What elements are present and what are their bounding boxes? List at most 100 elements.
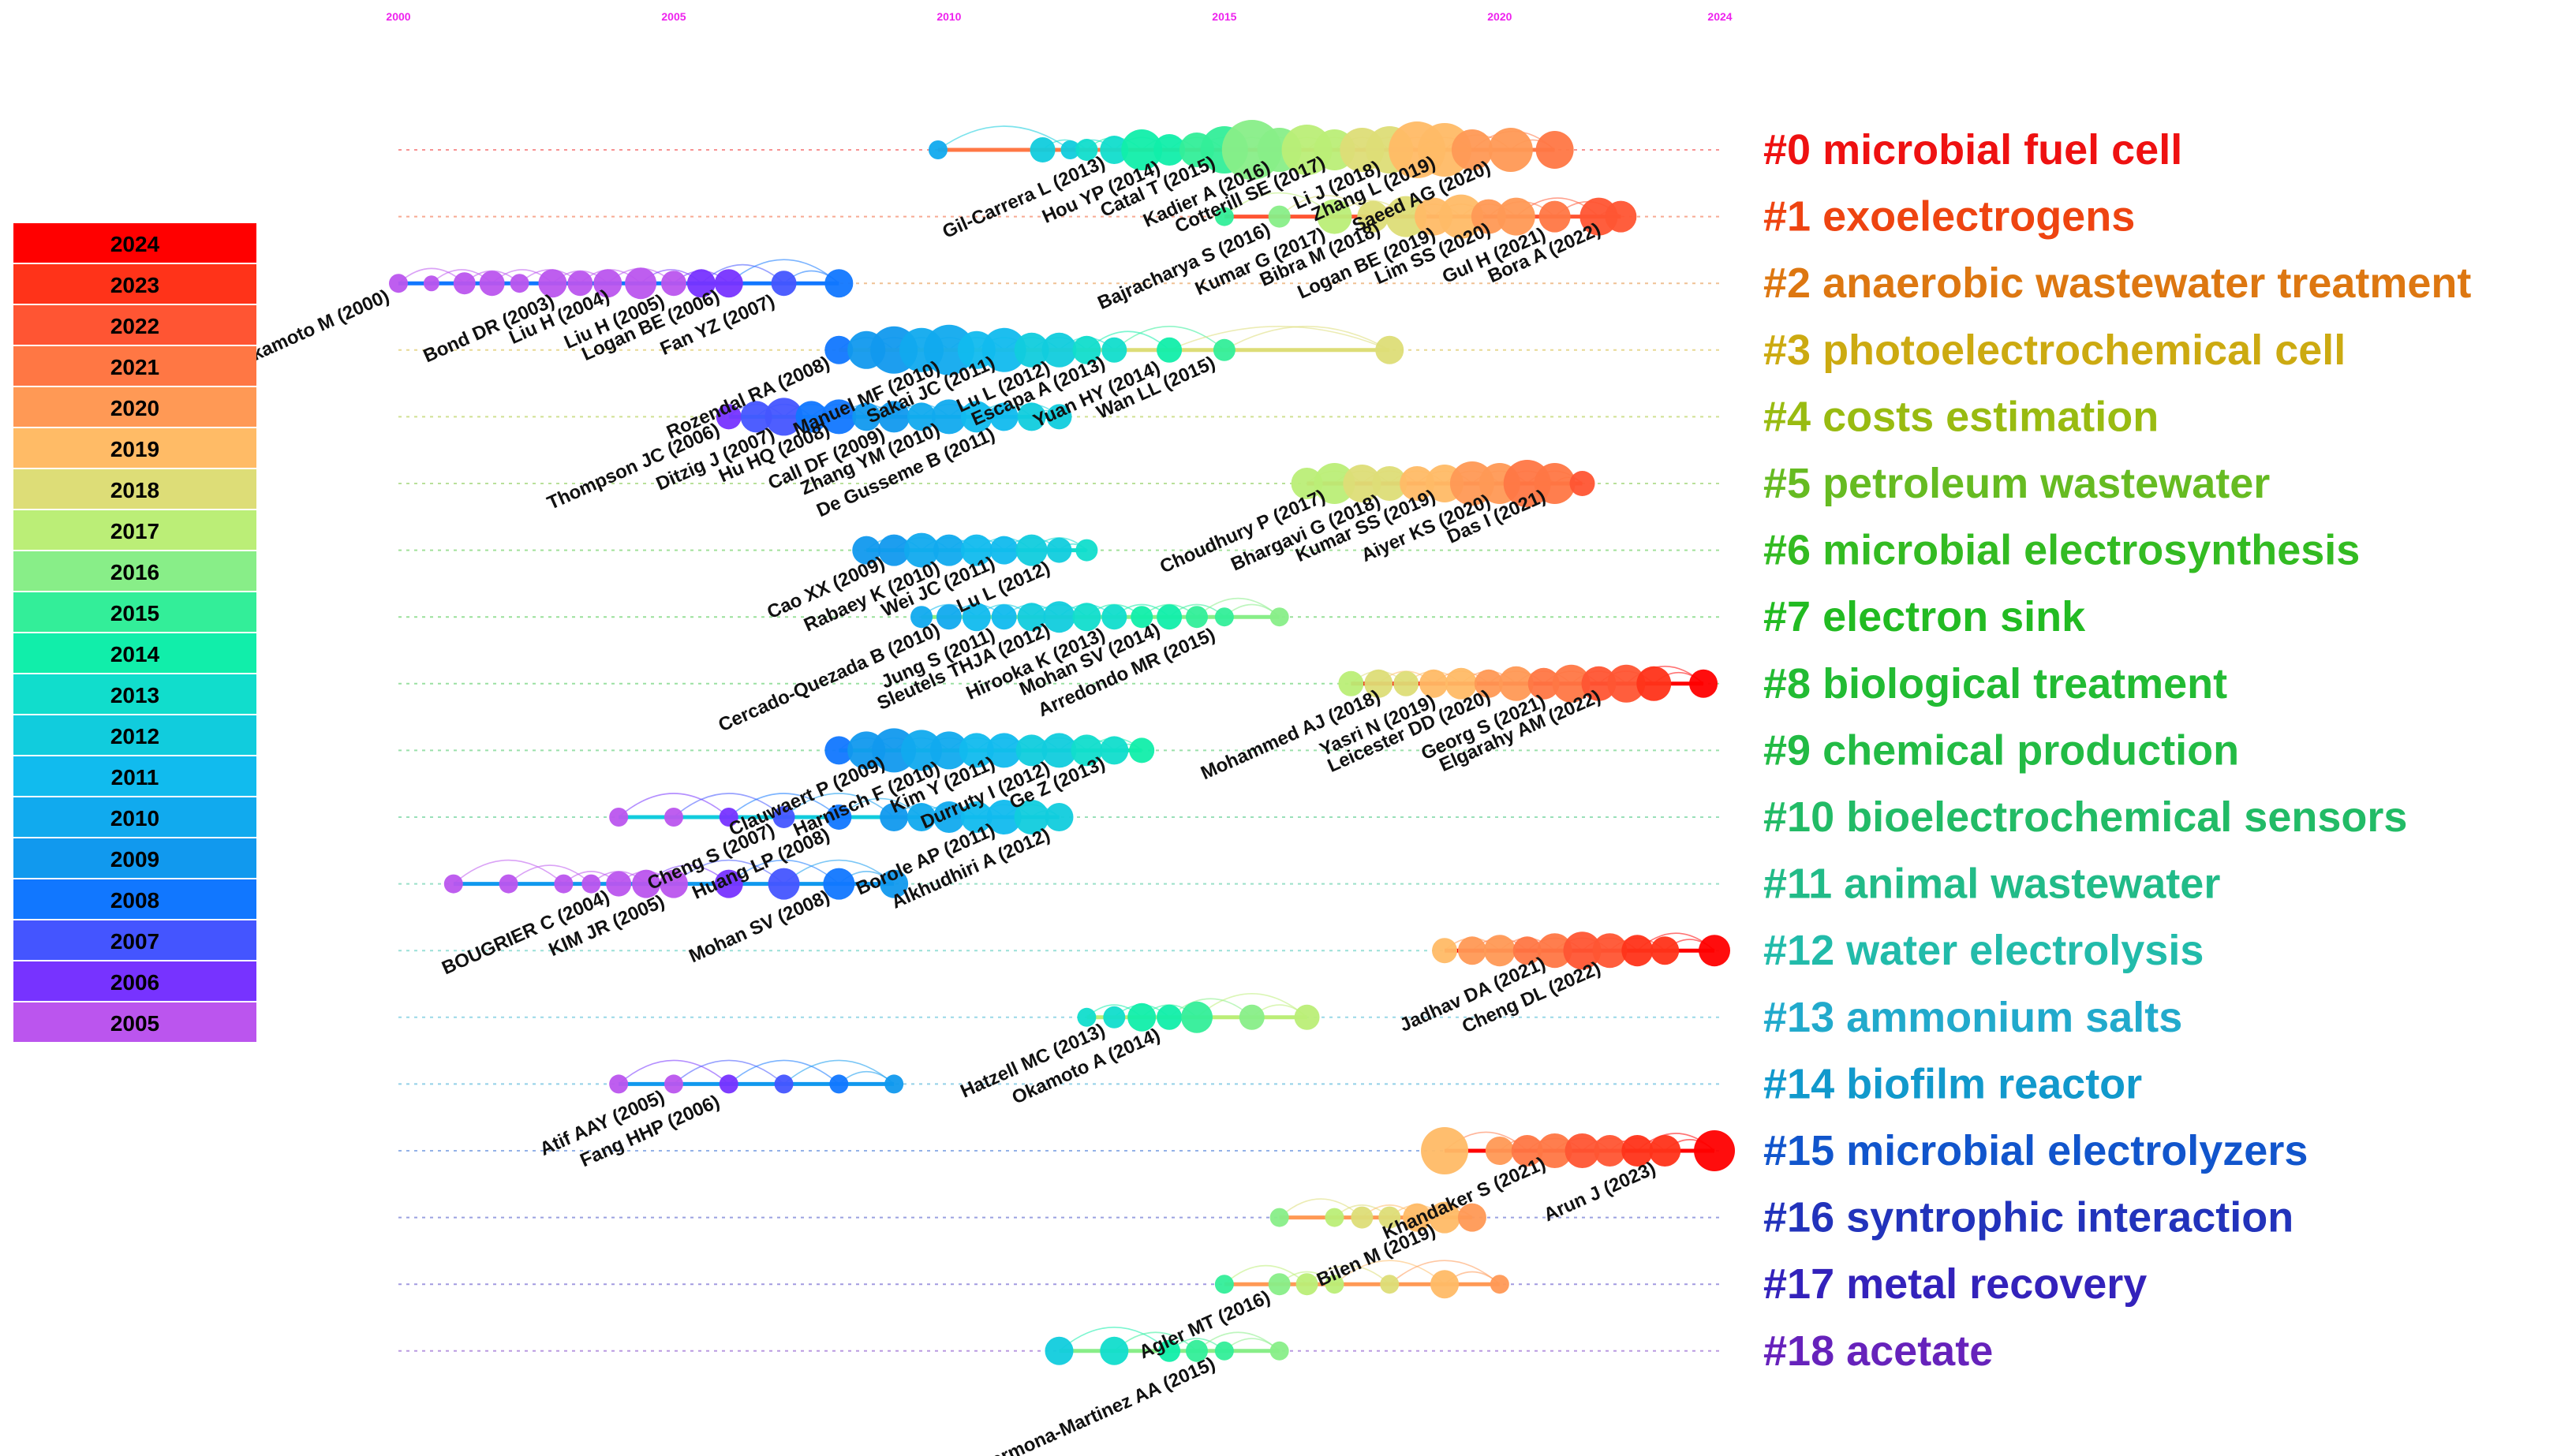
cluster-label: #5 petroleum wastewater: [1763, 460, 2270, 507]
reference-node: [1552, 664, 1591, 703]
year-legend: 2024 2023 2022 2021 2020 2019 2018 2017 2016 2015…: [13, 223, 256, 1042]
reference-node: [660, 271, 686, 297]
reference-node: [567, 271, 593, 297]
reference-node: [664, 808, 683, 827]
legend-label: 2008: [110, 888, 159, 913]
reference-node: [1364, 669, 1393, 698]
reference-node: [1072, 603, 1101, 632]
reference-node: [1375, 335, 1404, 364]
reference-node: [1291, 468, 1323, 499]
legend-item: 2024: [13, 223, 256, 263]
legend-item: 2009: [13, 838, 256, 878]
reference-node: [936, 604, 962, 630]
reference-node: [1581, 666, 1617, 701]
reference-node: [1594, 1135, 1626, 1167]
reference-node: [910, 606, 933, 629]
reference-node: [931, 399, 966, 435]
reference-node: [1129, 737, 1155, 763]
reference-node: [1157, 604, 1183, 630]
reference-node: [1421, 1127, 1469, 1174]
reference-node: [716, 404, 742, 430]
reference-node: [714, 869, 743, 898]
citation-arc: [1389, 1260, 1501, 1285]
reference-node: [1474, 669, 1503, 698]
reference-node: [1071, 734, 1103, 767]
cluster-label: #0 microbial fuel cell: [1763, 126, 2182, 174]
reference-node: [1338, 670, 1364, 696]
reference-node: [1214, 607, 1234, 627]
legend-item: 2015: [13, 592, 256, 632]
reference-node: [991, 604, 1017, 630]
legend-item: 2011: [13, 756, 256, 796]
reference-node: [1314, 463, 1355, 504]
reference-node: [959, 733, 994, 768]
cluster-label: #11 animal wastewater: [1763, 861, 2220, 908]
legend-swatch: [13, 510, 256, 550]
reference-node: [1269, 607, 1289, 627]
citation-arc: [728, 1059, 839, 1085]
reference-node: [1030, 137, 1056, 162]
reference-node: [986, 733, 1022, 768]
citation-arc: [783, 1059, 895, 1085]
legend-label: 2014: [110, 642, 160, 666]
cluster-label: #2 anaerobic wastewater treatment: [1763, 259, 2471, 307]
reference-node: [1535, 131, 1574, 169]
citation-arc: [673, 793, 785, 818]
x-tick-label: 2010: [936, 10, 961, 23]
citation-arc: [937, 125, 1071, 151]
legend-label: 2024: [110, 232, 160, 256]
reference-node: [1014, 800, 1049, 834]
reference-node: [1043, 601, 1075, 633]
x-tick-label: 2024: [1707, 10, 1732, 23]
reference-node: [632, 869, 661, 898]
reference-node: [1537, 1133, 1572, 1168]
legend-swatch: [13, 879, 256, 919]
legend-label: 2015: [110, 601, 159, 625]
reference-node: [1015, 534, 1048, 566]
legend-swatch: [13, 920, 256, 960]
reference-node: [1014, 332, 1049, 368]
reference-node: [852, 536, 881, 565]
legend-label: 2005: [110, 1011, 159, 1036]
reference-node: [1512, 936, 1542, 965]
reference-node: [714, 269, 743, 298]
legend-swatch: [13, 961, 256, 1001]
cluster-label: #4 costs estimation: [1763, 393, 2159, 440]
legend-swatch: [13, 346, 256, 386]
reference-node: [1127, 1002, 1157, 1032]
legend-label: 2023: [110, 273, 159, 297]
reference-node: [1214, 1275, 1234, 1294]
reference-node: [1101, 604, 1127, 630]
legend-label: 2022: [110, 314, 159, 338]
reference-node: [907, 803, 936, 831]
citation-arc: [728, 859, 839, 885]
reference-node: [1294, 1004, 1320, 1030]
reference-node: [1621, 1135, 1654, 1167]
reference-node: [1564, 1133, 1600, 1168]
reference-node: [768, 868, 800, 900]
reference-node: [923, 324, 974, 375]
legend-item: 2023: [13, 264, 256, 304]
legend-swatch: [13, 1002, 256, 1042]
cluster-label: #17 metal recovery: [1763, 1260, 2147, 1308]
reference-node: [1269, 1208, 1289, 1227]
reference-node: [1650, 936, 1680, 965]
legend-swatch: [13, 797, 256, 837]
reference-node: [823, 868, 855, 900]
reference-node: [1213, 338, 1236, 361]
reference-node: [659, 869, 688, 898]
legend-swatch: [13, 387, 256, 427]
reference-node: [1268, 205, 1291, 228]
cluster-label: #13 ammonium salts: [1763, 994, 2182, 1041]
reference-node: [1357, 200, 1389, 233]
citation-arc: [1224, 1264, 1308, 1285]
citation-arc: [1196, 993, 1308, 1018]
reference-node: [1180, 1001, 1213, 1033]
reference-node: [1060, 140, 1080, 159]
reference-node: [1268, 1273, 1291, 1296]
reference-node: [960, 534, 993, 566]
reference-node: [1017, 603, 1046, 632]
reference-label: Carmona-Martinez AA (2015): [975, 1353, 1218, 1456]
legend-swatch: [13, 715, 256, 755]
reference-node: [1045, 803, 1074, 831]
